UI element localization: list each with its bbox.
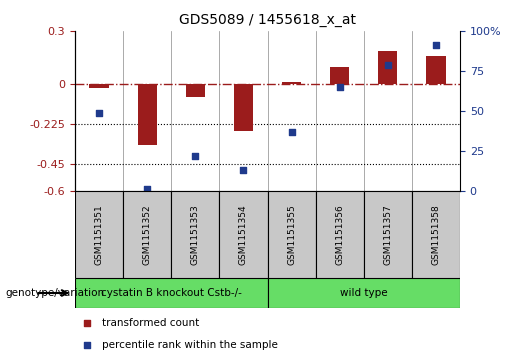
Text: GSM1151354: GSM1151354 bbox=[239, 204, 248, 265]
Point bbox=[82, 343, 91, 348]
Text: genotype/variation: genotype/variation bbox=[5, 288, 104, 298]
Bar bbox=[234, 84, 253, 131]
Point bbox=[143, 187, 151, 192]
Text: transformed count: transformed count bbox=[102, 318, 199, 329]
Bar bbox=[75, 191, 123, 278]
Bar bbox=[316, 191, 364, 278]
Bar bbox=[267, 278, 460, 308]
Bar bbox=[330, 66, 349, 84]
Bar bbox=[267, 191, 316, 278]
Text: percentile rank within the sample: percentile rank within the sample bbox=[102, 340, 278, 350]
Bar bbox=[75, 278, 267, 308]
Text: GSM1151357: GSM1151357 bbox=[383, 204, 392, 265]
Bar bbox=[186, 84, 205, 97]
Text: GSM1151356: GSM1151356 bbox=[335, 204, 344, 265]
Point bbox=[239, 167, 248, 173]
Point bbox=[191, 153, 199, 159]
Bar bbox=[219, 191, 267, 278]
Bar bbox=[90, 84, 109, 88]
Point bbox=[82, 321, 91, 326]
Text: GSM1151351: GSM1151351 bbox=[95, 204, 104, 265]
Bar bbox=[364, 191, 412, 278]
Point bbox=[432, 42, 440, 48]
Bar bbox=[426, 56, 445, 84]
Point bbox=[287, 129, 296, 135]
Text: cystatin B knockout Cstb-/-: cystatin B knockout Cstb-/- bbox=[101, 288, 242, 298]
Text: wild type: wild type bbox=[340, 288, 388, 298]
Title: GDS5089 / 1455618_x_at: GDS5089 / 1455618_x_at bbox=[179, 13, 356, 27]
Bar bbox=[282, 82, 301, 84]
Point bbox=[95, 110, 103, 115]
Text: GSM1151358: GSM1151358 bbox=[432, 204, 440, 265]
Text: GSM1151355: GSM1151355 bbox=[287, 204, 296, 265]
Point bbox=[336, 84, 344, 90]
Text: GSM1151353: GSM1151353 bbox=[191, 204, 200, 265]
Text: GSM1151352: GSM1151352 bbox=[143, 204, 152, 265]
Bar bbox=[412, 191, 460, 278]
Bar bbox=[138, 84, 157, 145]
Bar bbox=[378, 50, 398, 84]
Bar bbox=[171, 191, 219, 278]
Point bbox=[384, 62, 392, 68]
Bar bbox=[123, 191, 171, 278]
